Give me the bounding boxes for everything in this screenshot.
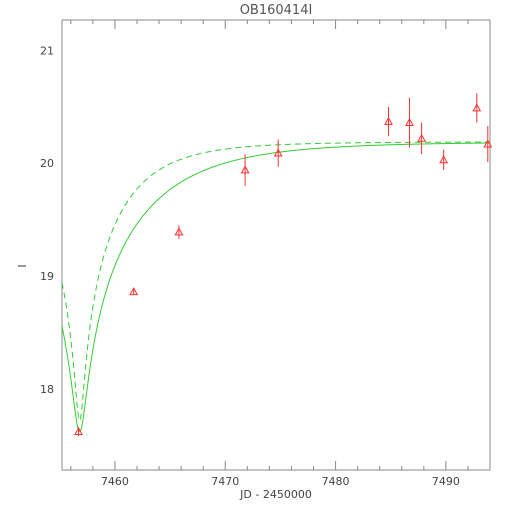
- data-point: [483, 139, 493, 148]
- data-point: [472, 103, 482, 112]
- x-tick-label: 7490: [432, 475, 460, 488]
- x-tick-label: 7470: [211, 475, 239, 488]
- y-tick-label: 19: [40, 270, 54, 283]
- chart-title: OB160414I: [240, 3, 313, 18]
- plot-layer: 7460 7470 7480 7490 18 19 20 21: [40, 19, 493, 488]
- x-axis-label: JD - 2450000: [239, 488, 312, 501]
- plot-frame: [61, 19, 491, 471]
- y-axis-label: I: [16, 264, 29, 267]
- data-point: [417, 133, 427, 142]
- y-tick-label: 21: [40, 44, 54, 57]
- data-point: [405, 118, 414, 127]
- y-tick-label: 20: [40, 157, 54, 170]
- data-point: [174, 227, 184, 236]
- data-point: [129, 287, 139, 296]
- data-point: [74, 427, 83, 436]
- model-curve-dashed: [62, 141, 490, 422]
- x-tick-label: 7480: [322, 475, 350, 488]
- data-point: [439, 155, 449, 164]
- model-curve-solid: [62, 142, 490, 433]
- data-point: [384, 116, 393, 125]
- data-point: [273, 148, 283, 157]
- data-point: [240, 165, 250, 174]
- x-tick-label: 7460: [101, 475, 129, 488]
- y-tick-label: 18: [40, 383, 54, 396]
